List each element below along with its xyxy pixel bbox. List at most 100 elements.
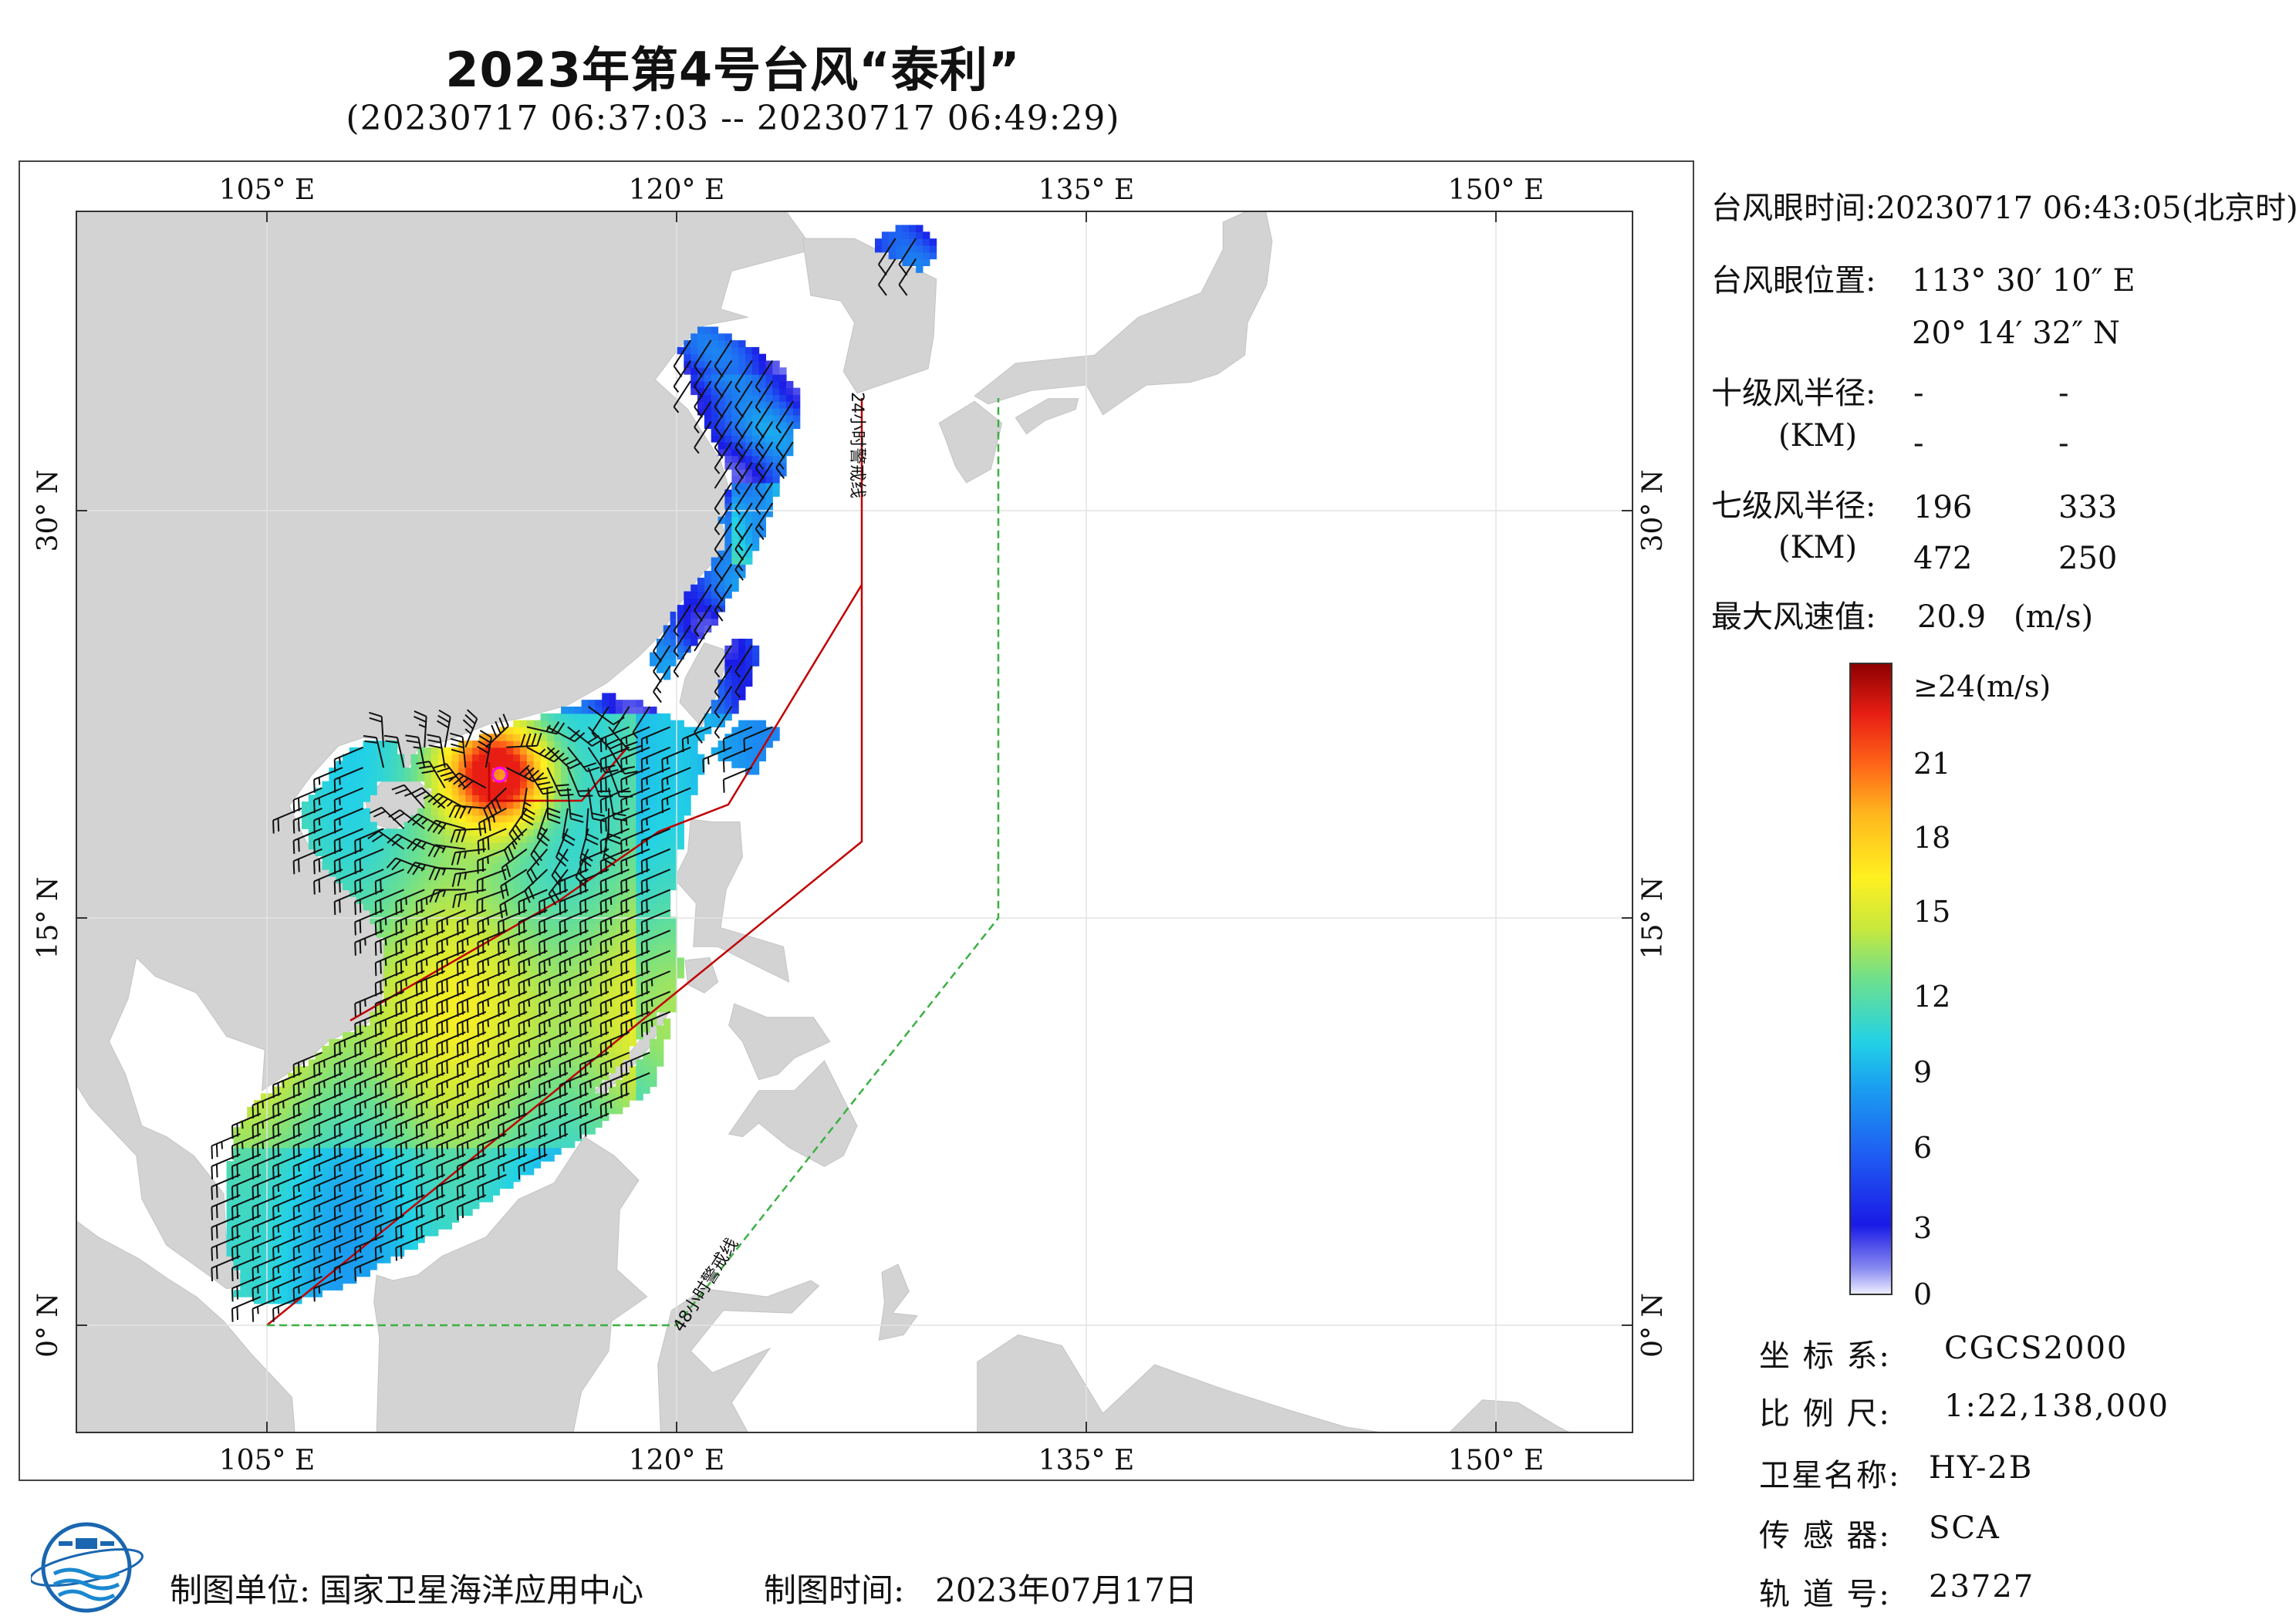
wind-cell <box>772 469 780 477</box>
wind-cell <box>288 1229 295 1237</box>
wind-cell <box>322 1174 329 1183</box>
wind-cell <box>711 414 719 423</box>
wind-cell <box>472 1140 480 1149</box>
wind-cell <box>376 1256 384 1264</box>
wind-cell <box>343 1038 350 1047</box>
wind-cell <box>478 1154 487 1162</box>
wind-cell <box>751 537 760 545</box>
wind-cell <box>663 734 671 741</box>
wind-cell <box>472 842 480 850</box>
wind-cell <box>595 1079 603 1088</box>
wind-cell <box>281 1147 289 1155</box>
wind-cell <box>526 1018 535 1026</box>
wind-cell <box>751 476 760 484</box>
wind-cell <box>349 1161 357 1169</box>
wind-cell <box>581 828 589 836</box>
wind-cell <box>383 1120 391 1128</box>
wind-cell <box>329 781 336 789</box>
wind-cell <box>513 889 521 897</box>
wind-cell <box>506 1134 514 1142</box>
wind-cell <box>478 1011 487 1020</box>
wind-cell <box>533 849 542 857</box>
wind-cell <box>629 1093 636 1101</box>
wind-cell <box>288 1127 295 1135</box>
wind-cell <box>615 801 623 809</box>
wind-barb <box>333 848 363 875</box>
wind-barb <box>436 1112 466 1139</box>
wind-cell <box>540 754 548 761</box>
wind-cell <box>758 469 766 477</box>
wind-cell <box>581 822 589 829</box>
wind-cell <box>690 639 698 646</box>
wind-cell <box>410 1127 418 1135</box>
wind-cell <box>724 747 732 755</box>
wind-cell <box>670 977 677 986</box>
wind-cell <box>547 1147 555 1155</box>
wind-cell <box>520 842 528 850</box>
wind-barb <box>211 1173 241 1200</box>
wind-cell <box>745 727 753 734</box>
wind-cell <box>765 727 773 734</box>
wind-cell <box>492 1188 500 1196</box>
wind-cell <box>650 943 657 952</box>
wind-cell <box>356 1052 364 1060</box>
wind-cell <box>322 822 329 829</box>
wind-cell <box>547 713 555 721</box>
wind-cell <box>629 828 636 836</box>
wind-cell <box>526 1113 535 1122</box>
wind-cell <box>465 815 473 823</box>
wind-barb <box>734 461 753 495</box>
wind-cell <box>615 835 623 843</box>
wind-cell <box>602 930 609 938</box>
wind-barb <box>415 990 446 1017</box>
wind-barb <box>374 909 404 936</box>
wind-cell <box>458 1093 466 1101</box>
wind-cell <box>738 442 746 450</box>
wind-cell <box>444 788 453 795</box>
wind-barb <box>518 970 548 997</box>
wind-cell <box>465 930 473 938</box>
wind-cell <box>636 882 643 891</box>
wind-cell <box>315 1052 322 1060</box>
wind-cell <box>444 869 453 877</box>
wind-cell <box>758 374 766 382</box>
wind-barb <box>620 930 650 956</box>
wind-barb <box>559 1071 589 1098</box>
wind-cell <box>513 984 521 992</box>
wind-cell <box>629 1018 636 1026</box>
wind-barb <box>415 1214 446 1241</box>
wind-cell <box>567 950 576 958</box>
wind-barb <box>620 807 650 834</box>
wind-cell <box>336 1276 343 1284</box>
wind-cell <box>444 835 453 843</box>
wind-cell <box>281 1120 289 1128</box>
wind-cell <box>547 768 555 775</box>
wind-cell <box>643 842 650 850</box>
wind-cell <box>622 741 630 748</box>
wind-barb <box>272 1133 302 1159</box>
wind-cell <box>738 476 746 484</box>
wind-cell <box>670 882 677 891</box>
wind-cell <box>718 516 725 525</box>
wind-cell <box>403 930 411 938</box>
wind-cell <box>520 1134 528 1142</box>
wind-cell <box>567 1025 576 1033</box>
wind-barb <box>579 1112 609 1139</box>
wind-cell <box>383 1154 391 1162</box>
wind-barb <box>620 1051 650 1078</box>
wind-cell <box>322 1113 329 1122</box>
wind-cell <box>444 1072 453 1081</box>
wind-cell <box>485 1025 494 1033</box>
wind-cell <box>704 394 712 402</box>
wind-cell <box>724 679 732 687</box>
wind-barb <box>501 848 528 881</box>
wind-barb <box>599 767 630 793</box>
wind-cell <box>376 1011 384 1020</box>
wind-cell <box>561 1072 569 1081</box>
wind-cell <box>929 238 937 246</box>
wind-cell <box>786 394 794 402</box>
wind-cell <box>336 828 343 836</box>
wind-cell <box>308 1100 316 1108</box>
wind-cell <box>390 1005 398 1013</box>
wind-cell <box>403 909 411 918</box>
